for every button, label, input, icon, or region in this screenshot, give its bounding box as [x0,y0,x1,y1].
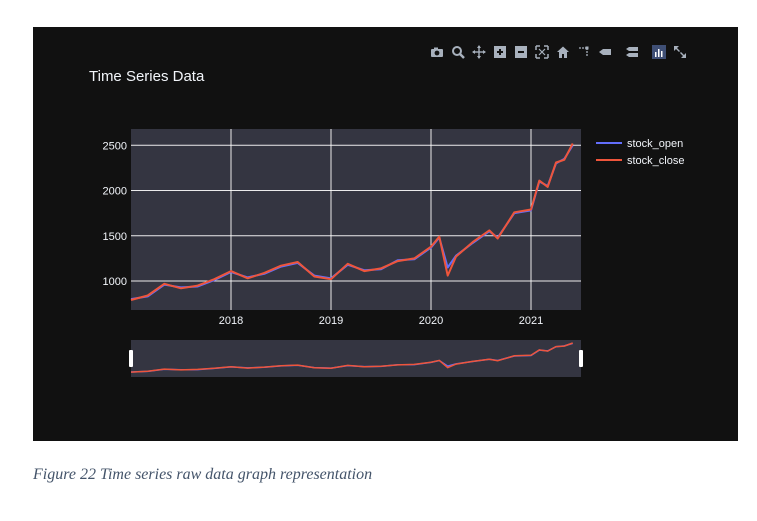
pan-icon[interactable] [470,44,487,61]
legend-label-stock_open[interactable]: stock_open [627,138,683,150]
x-tick-label: 2018 [219,315,243,327]
y-tick-label: 1000 [103,276,127,288]
zoom-icon[interactable] [449,44,466,61]
y-tick-label: 2000 [103,186,127,198]
x-tick-label: 2020 [419,315,443,327]
x-tick-label: 2021 [519,315,543,327]
y-tick-label: 1500 [103,231,127,243]
spike-lines-icon[interactable] [575,44,592,61]
plotly-logo-icon[interactable] [650,44,667,61]
range-slider[interactable] [131,340,581,377]
legend-label-stock_close[interactable]: stock_close [627,155,684,167]
range-slider-right-handle[interactable] [579,350,583,367]
zoom-in-icon[interactable] [491,44,508,61]
range-slider-line-stock_close [130,342,573,373]
hover-closest-icon[interactable] [596,44,613,61]
zoom-out-icon[interactable] [512,44,529,61]
range-slider-left-handle[interactable] [129,350,133,367]
x-tick-label: 2019 [319,315,343,327]
autoscale-icon[interactable] [533,44,550,61]
y-tick-label: 2500 [103,140,127,152]
reset-axes-icon[interactable] [554,44,571,61]
series-line-stock_close[interactable] [130,143,574,301]
hover-compare-icon[interactable] [623,44,640,61]
fullscreen-icon[interactable] [671,44,688,61]
plot-area[interactable] [131,129,581,310]
modebar [428,43,688,61]
figure-caption: Figure 22 Time series raw data graph rep… [33,466,373,483]
chart-title: Time Series Data [89,68,205,85]
camera-icon[interactable] [428,44,445,61]
